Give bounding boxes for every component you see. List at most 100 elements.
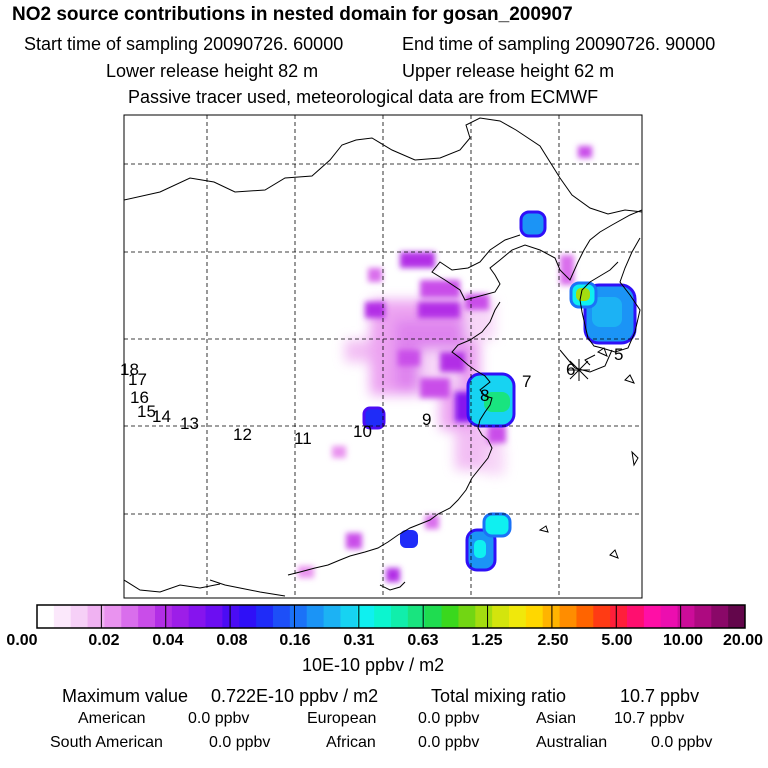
- colorbar-cell: [593, 605, 611, 628]
- colorbar: [37, 605, 746, 628]
- colorbar-cell: [256, 605, 274, 628]
- colorbar-cell: [53, 605, 72, 628]
- colorbar-cell: [205, 605, 223, 628]
- colorbar-tick: 5.00: [601, 632, 633, 649]
- colorbar-tick: 0.08: [216, 632, 248, 649]
- upper-release-height: Upper release height 62 m: [402, 61, 615, 81]
- colorbar-cell: [188, 605, 207, 628]
- traj-label-5: 5: [614, 345, 623, 364]
- figure-title: NO2 source contributions in nested domai…: [12, 4, 573, 25]
- colorbar-tick: 0.31: [343, 632, 375, 649]
- colorbar-cell: [104, 605, 122, 628]
- colorbar-cell: [643, 605, 662, 628]
- traj-label-7: 7: [522, 372, 531, 391]
- region-name: African: [326, 734, 376, 751]
- colorbar-unit: 10E-10 ppbv / m2: [302, 655, 445, 675]
- colorbar-cell: [559, 605, 577, 628]
- region-value: 0.0 ppbv: [418, 734, 480, 751]
- colorbar-cell: [340, 605, 358, 628]
- region-name: Australian: [536, 734, 608, 751]
- lower-release-height: Lower release height 82 m: [106, 61, 319, 81]
- colorbar-tick: 0.04: [152, 632, 184, 649]
- colorbar-cell: [525, 605, 544, 628]
- colorbar-cell: [492, 605, 510, 628]
- colorbar-cell: [222, 605, 240, 628]
- release-site-marker: [568, 359, 590, 381]
- concentration-field: [124, 115, 642, 598]
- tracer-note: Passive tracer used, meteorological data…: [128, 87, 599, 107]
- colorbar-tick: 20.00: [722, 632, 764, 649]
- colorbar-tick: 10.00: [662, 632, 704, 649]
- traj-label-17: 17: [128, 370, 147, 389]
- colorbar-cell: [542, 605, 561, 628]
- colorbar-cell: [441, 605, 459, 628]
- colorbar-tick: 0.00: [6, 632, 38, 649]
- colorbar-cell: [374, 605, 392, 628]
- colorbar-cell: [37, 605, 55, 628]
- region-name: European: [307, 710, 377, 727]
- colorbar-cell: [677, 605, 695, 628]
- region-value: 0.0 ppbv: [651, 734, 713, 751]
- colorbar-cell: [660, 605, 679, 628]
- colorbar-cell: [576, 605, 594, 628]
- colorbar-cell: [306, 605, 325, 628]
- colorbar-frame: [36, 604, 746, 629]
- colorbar-cell: [138, 605, 156, 628]
- colorbar-cell: [70, 605, 89, 628]
- region-name: Asian: [536, 710, 577, 727]
- colorbar-cell: [323, 605, 341, 628]
- traj-label-11: 11: [294, 429, 312, 448]
- total-mixing-value: 10.7 ppbv: [620, 686, 700, 706]
- colorbar-tick: 1.25: [471, 632, 503, 649]
- colorbar-cell: [121, 605, 139, 628]
- lat-lon-grid: [124, 115, 642, 598]
- colorbar-tick: 0.02: [88, 632, 120, 649]
- colorbar-cell: [458, 605, 476, 628]
- traj-label-14: 14: [152, 407, 171, 426]
- colorbar-tick: 2.50: [537, 632, 569, 649]
- colorbar-cell: [424, 605, 443, 628]
- colorbar-cell: [289, 605, 308, 628]
- colorbar-cell: [391, 605, 409, 628]
- region-value: 0.0 ppbv: [188, 710, 250, 727]
- traj-label-18: 18: [120, 360, 139, 379]
- colorbar-cell: [239, 605, 257, 628]
- colorbar-cell: [627, 605, 645, 628]
- traj-label-13: 13: [180, 414, 199, 433]
- colorbar-cell: [728, 605, 746, 628]
- colorbar-cell: [357, 605, 375, 628]
- trajectory-labels: 18 17 16 15 14 13 12 11 10 9 8 7 6 5: [120, 345, 623, 448]
- map-frame: [123, 114, 643, 599]
- coastlines: [124, 117, 642, 597]
- colorbar-tick: 0.63: [407, 632, 439, 649]
- colorbar-cell: [711, 605, 729, 628]
- colorbar-cell: [407, 605, 426, 628]
- max-value: 0.722E-10 ppbv / m2: [211, 686, 379, 706]
- colorbar-cell: [475, 605, 493, 628]
- end-time: End time of sampling 20090726. 90000: [402, 34, 716, 54]
- traj-label-16: 16: [130, 388, 149, 407]
- start-time: Start time of sampling 20090726. 60000: [24, 34, 344, 54]
- colorbar-cell: [694, 605, 712, 628]
- traj-label-10: 10: [353, 422, 372, 441]
- colorbar-cell: [155, 605, 173, 628]
- traj-label-8: 8: [480, 386, 489, 405]
- colorbar-cell: [171, 605, 190, 628]
- region-value: 0.0 ppbv: [209, 734, 271, 751]
- colorbar-tick: 0.16: [279, 632, 311, 649]
- traj-label-12: 12: [233, 425, 252, 444]
- max-value-label: Maximum value: [62, 686, 189, 706]
- region-value: 0.0 ppbv: [418, 710, 480, 727]
- total-mixing-label: Total mixing ratio: [431, 686, 567, 706]
- colorbar-cell: [87, 605, 105, 628]
- traj-label-6: 6: [566, 360, 575, 379]
- colorbar-cell: [610, 605, 628, 628]
- plume-blobs: [298, 146, 592, 582]
- traj-label-15: 15: [137, 402, 156, 421]
- region-name: South American: [50, 734, 163, 751]
- region-value: 10.7 ppbv: [614, 710, 685, 727]
- traj-label-9: 9: [422, 410, 431, 429]
- region-name: American: [78, 710, 146, 727]
- colorbar-cell: [273, 605, 291, 628]
